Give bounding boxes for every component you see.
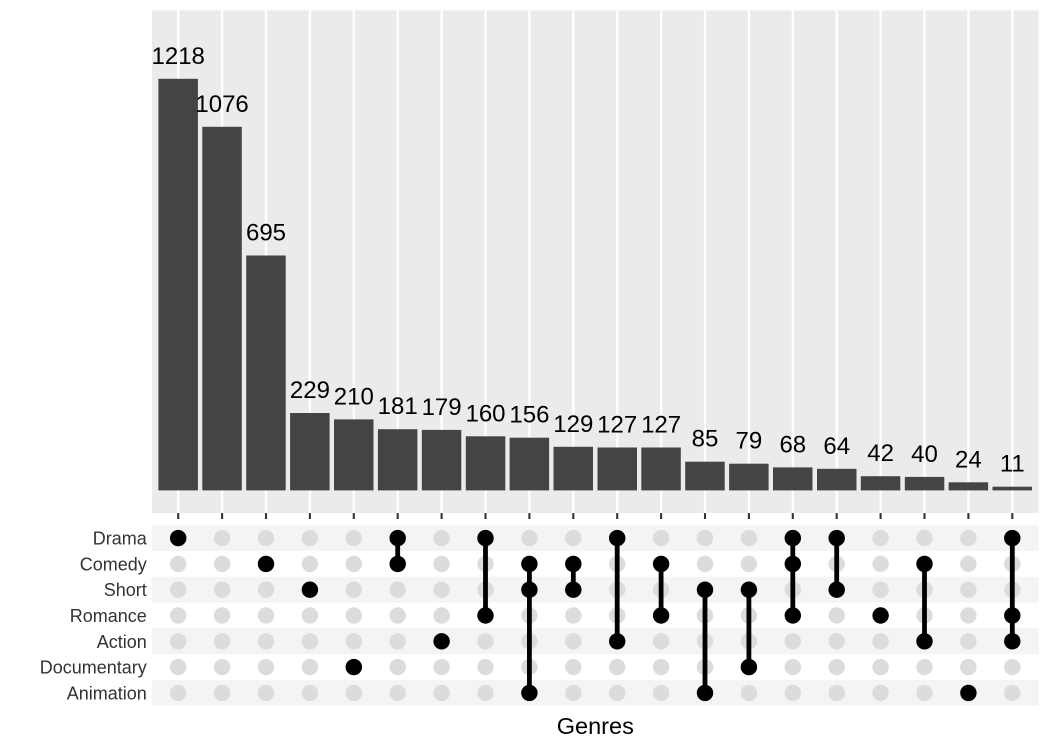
svg-text:Comedy: Comedy bbox=[80, 554, 147, 574]
svg-text:181: 181 bbox=[378, 393, 418, 420]
svg-text:1076: 1076 bbox=[195, 91, 248, 118]
svg-text:127: 127 bbox=[597, 412, 637, 439]
svg-text:68: 68 bbox=[779, 431, 806, 458]
svg-text:695: 695 bbox=[246, 220, 286, 247]
svg-text:1218: 1218 bbox=[152, 43, 205, 70]
svg-text:129: 129 bbox=[553, 411, 593, 438]
svg-text:42: 42 bbox=[867, 440, 894, 467]
svg-text:210: 210 bbox=[334, 383, 374, 410]
svg-text:Romance: Romance bbox=[70, 606, 147, 626]
svg-text:127: 127 bbox=[641, 412, 681, 439]
svg-text:Documentary: Documentary bbox=[40, 658, 147, 678]
svg-text:160: 160 bbox=[465, 400, 505, 427]
svg-text:40: 40 bbox=[911, 441, 938, 468]
svg-text:Drama: Drama bbox=[93, 529, 148, 549]
svg-text:85: 85 bbox=[692, 426, 719, 453]
svg-text:79: 79 bbox=[736, 428, 763, 455]
svg-text:11: 11 bbox=[1000, 451, 1025, 478]
svg-text:Genres: Genres bbox=[557, 713, 634, 739]
svg-text:156: 156 bbox=[509, 402, 549, 429]
svg-text:Short: Short bbox=[104, 580, 147, 600]
svg-text:229: 229 bbox=[290, 377, 330, 404]
svg-text:24: 24 bbox=[955, 446, 982, 473]
svg-text:64: 64 bbox=[823, 433, 850, 460]
svg-text:179: 179 bbox=[422, 394, 462, 421]
svg-text:Animation: Animation bbox=[67, 683, 147, 703]
svg-text:Action: Action bbox=[97, 632, 147, 652]
